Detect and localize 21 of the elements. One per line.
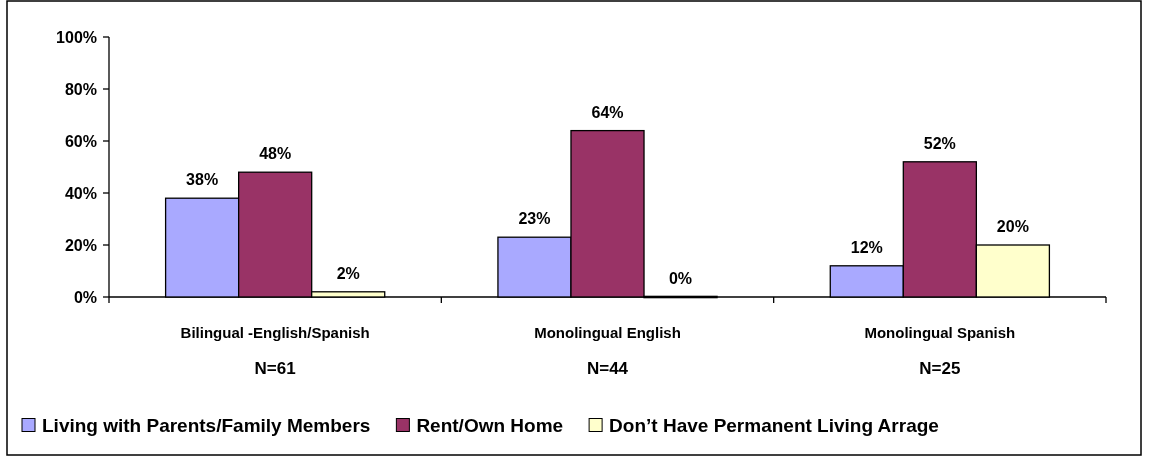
data-label: 0% <box>668 270 693 287</box>
y-tick-label: 100% <box>56 28 97 46</box>
x-tick-label: Bilingual -English/Spanish N=61 <box>180 324 370 378</box>
y-tick-label: 80% <box>64 80 97 98</box>
data-label: 38% <box>186 171 219 189</box>
data-label: 20% <box>996 218 1029 235</box>
y-tick-label: 60% <box>64 132 97 150</box>
y-tick-label: 40% <box>64 184 97 202</box>
data-label: 23% <box>518 210 551 228</box>
data-label: 12% <box>850 238 883 256</box>
x-tick-label: Monolingual English N=44 <box>534 324 681 378</box>
y-tick-label: 20% <box>64 236 97 254</box>
data-label: 64% <box>591 103 624 121</box>
legend-label: Living with Parents/Family Members <box>42 414 371 436</box>
x-tick-label: Monolingual Spanish N=25 <box>864 324 1016 378</box>
data-label: 52% <box>923 134 956 152</box>
legend-label: Don’t Have Permanent Living Arrage <box>609 414 939 436</box>
data-label: 2% <box>336 264 360 282</box>
data-label: 48% <box>259 145 292 163</box>
legend-label: Rent/Own Home <box>416 414 564 436</box>
y-tick-label: 0% <box>73 288 97 306</box>
